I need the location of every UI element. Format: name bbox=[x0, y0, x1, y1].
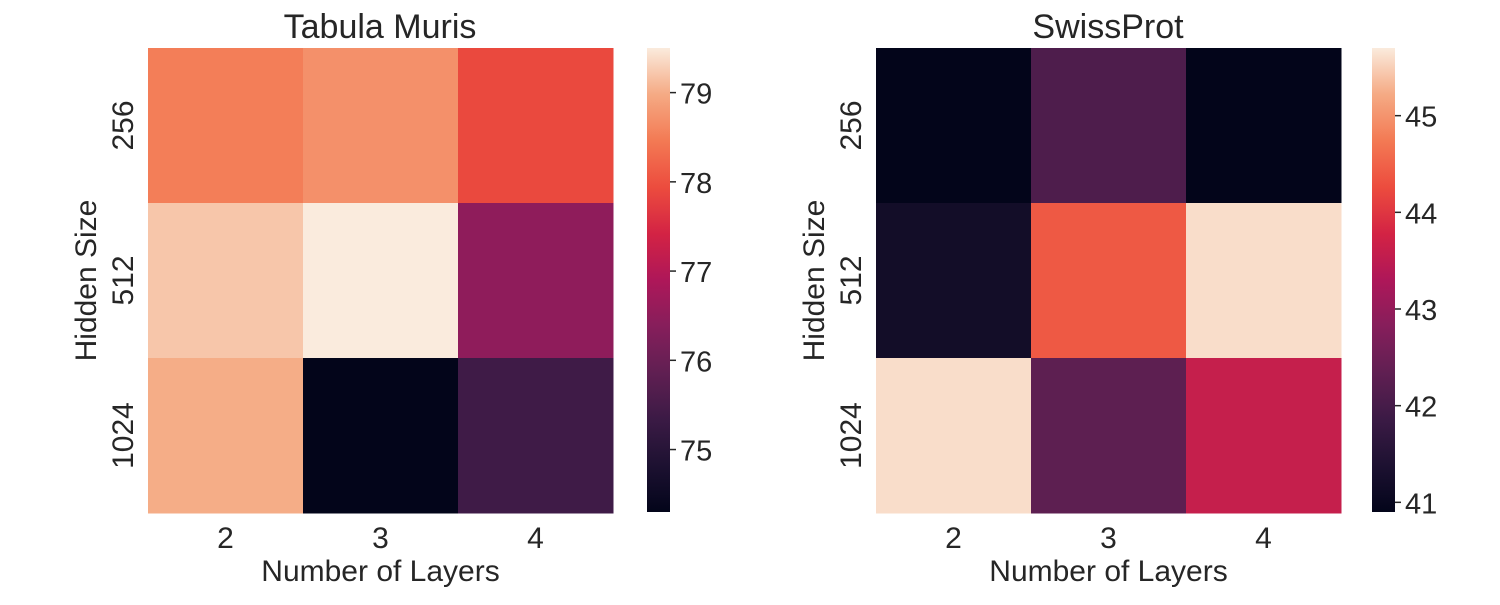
colorbar bbox=[1372, 48, 1395, 512]
colorbar-tick-label: 43 bbox=[1405, 295, 1437, 327]
y-tick-label: 256 bbox=[107, 100, 140, 150]
colorbar-tick-label: 41 bbox=[1405, 488, 1437, 520]
y-tick-label: 1024 bbox=[107, 402, 140, 469]
colorbar-tick-label: 78 bbox=[680, 168, 712, 200]
chart-title: Tabula Muris bbox=[284, 8, 477, 46]
y-tick-label: 512 bbox=[107, 255, 140, 305]
colorbar-tick-label: 44 bbox=[1405, 198, 1437, 230]
heatmap-panel-1: Tabula Muris 2 3 4 Number of Layers 256 512 102… bbox=[70, 8, 712, 588]
x-tick-label: 4 bbox=[527, 522, 544, 555]
heatmap-cell-r3-c3 bbox=[1186, 358, 1342, 514]
heatmap-cell-r1-c2 bbox=[1031, 48, 1187, 204]
x-axis-label: Number of Layers bbox=[989, 555, 1227, 588]
y-tick-label: 256 bbox=[835, 100, 868, 150]
heatmap-cell-r2-c3 bbox=[1186, 203, 1342, 359]
y-axis-label: Hidden Size bbox=[798, 200, 831, 362]
colorbar-tick-label: 75 bbox=[680, 436, 712, 468]
colorbar-tick-label: 42 bbox=[1405, 392, 1437, 424]
x-tick-label: 3 bbox=[1100, 522, 1117, 555]
y-axis-label: Hidden Size bbox=[70, 200, 103, 362]
heatmap-cell-r2-c2 bbox=[303, 203, 459, 359]
heatmap-cell-r2-c3 bbox=[458, 203, 614, 359]
x-tick-label: 3 bbox=[372, 522, 389, 555]
heatmap-cell-r2-c1 bbox=[876, 203, 1032, 359]
colorbar-tick-label: 77 bbox=[680, 257, 712, 289]
x-tick-label: 2 bbox=[945, 522, 962, 555]
heatmap-cell-r3-c3 bbox=[458, 358, 614, 514]
heatmap-cell-r1-c3 bbox=[1186, 48, 1342, 204]
heatmap-cell-r3-c2 bbox=[303, 358, 459, 514]
y-tick-label: 1024 bbox=[835, 402, 868, 469]
x-tick-label: 2 bbox=[217, 522, 234, 555]
colorbar-tick-label: 45 bbox=[1405, 102, 1437, 134]
heatmap-cell-r1-c2 bbox=[303, 48, 459, 204]
heatmap-cell-r3-c2 bbox=[1031, 358, 1187, 514]
heatmap-cell-r3-c1 bbox=[876, 358, 1032, 514]
x-tick-label: 4 bbox=[1255, 522, 1272, 555]
colorbar-tick-label: 76 bbox=[680, 346, 712, 378]
colorbar bbox=[647, 48, 670, 512]
heatmap-cell-r2-c1 bbox=[148, 203, 304, 359]
colorbar-tick-label: 79 bbox=[680, 79, 712, 111]
heatmap-cell-r1-c1 bbox=[148, 48, 304, 204]
heatmap-cell-r3-c1 bbox=[148, 358, 304, 514]
chart-title: SwissProt bbox=[1032, 8, 1184, 46]
x-axis-label: Number of Layers bbox=[261, 555, 499, 588]
heatmap-cell-r2-c2 bbox=[1031, 203, 1187, 359]
y-tick-label: 512 bbox=[835, 255, 868, 305]
heatmap-panel-2: SwissProt 2 3 4 Number of Layers 256 512 1024 Hi… bbox=[798, 8, 1437, 588]
heatmap-cell-r1-c3 bbox=[458, 48, 614, 204]
heatmap-cell-r1-c1 bbox=[876, 48, 1032, 204]
